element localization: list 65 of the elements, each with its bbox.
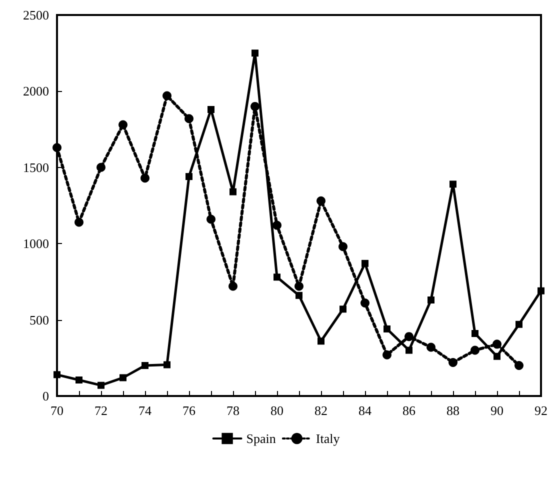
x-tick-label: 86 bbox=[402, 403, 416, 418]
x-tick-label: 82 bbox=[314, 403, 328, 418]
point bbox=[250, 102, 260, 111]
point bbox=[74, 218, 84, 227]
point bbox=[492, 340, 502, 349]
point bbox=[316, 196, 326, 206]
point bbox=[294, 282, 304, 291]
point bbox=[252, 50, 258, 57]
x-tick-label: 74 bbox=[138, 403, 152, 418]
point bbox=[162, 91, 172, 100]
point bbox=[494, 352, 500, 360]
point bbox=[472, 330, 478, 338]
point bbox=[208, 106, 214, 113]
point bbox=[318, 338, 324, 345]
point bbox=[406, 346, 412, 354]
point bbox=[470, 346, 480, 355]
y-tick-label: 1000 bbox=[23, 236, 49, 252]
point bbox=[340, 306, 346, 313]
x-tick-label: 84 bbox=[358, 403, 372, 418]
y-tick-label: 1500 bbox=[23, 160, 49, 175]
point bbox=[76, 376, 82, 384]
x-tick-label: 70 bbox=[50, 403, 64, 418]
point bbox=[118, 120, 128, 130]
point bbox=[426, 342, 436, 352]
point bbox=[384, 325, 390, 332]
point bbox=[404, 332, 414, 342]
y-tick-label: 2000 bbox=[23, 84, 49, 99]
point bbox=[140, 174, 150, 183]
x-tick-label: 72 bbox=[94, 403, 108, 418]
point bbox=[428, 296, 434, 304]
point bbox=[450, 180, 456, 188]
y-tick-label: 2500 bbox=[23, 8, 49, 22]
point bbox=[54, 371, 60, 378]
point bbox=[52, 143, 62, 152]
point bbox=[362, 260, 368, 267]
x-tick-label: 76 bbox=[182, 403, 196, 418]
point bbox=[360, 298, 370, 308]
point bbox=[142, 362, 148, 370]
point bbox=[230, 188, 236, 196]
point bbox=[96, 162, 106, 172]
point bbox=[516, 320, 522, 328]
point bbox=[382, 350, 392, 360]
x-tick-label: 90 bbox=[490, 403, 504, 418]
x-tick-label: 88 bbox=[446, 403, 460, 418]
x-tick-label: 92 bbox=[534, 403, 548, 418]
point bbox=[228, 282, 238, 291]
point bbox=[514, 361, 524, 370]
y-tick-label: 0 bbox=[42, 388, 49, 404]
x-tick-label: 78 bbox=[226, 403, 240, 418]
point bbox=[338, 242, 348, 252]
point bbox=[184, 114, 194, 124]
point bbox=[164, 361, 170, 368]
y-tick-label: 500 bbox=[30, 312, 49, 328]
point bbox=[206, 214, 216, 224]
point bbox=[538, 287, 544, 294]
point bbox=[272, 220, 282, 230]
legend-label: Italy bbox=[316, 431, 340, 446]
point bbox=[186, 173, 192, 180]
point bbox=[296, 292, 302, 299]
point bbox=[98, 382, 104, 389]
legend-label: Spain bbox=[246, 431, 276, 446]
point bbox=[274, 274, 280, 281]
point bbox=[120, 374, 126, 382]
point bbox=[448, 358, 458, 367]
x-tick-label: 80 bbox=[270, 403, 284, 418]
